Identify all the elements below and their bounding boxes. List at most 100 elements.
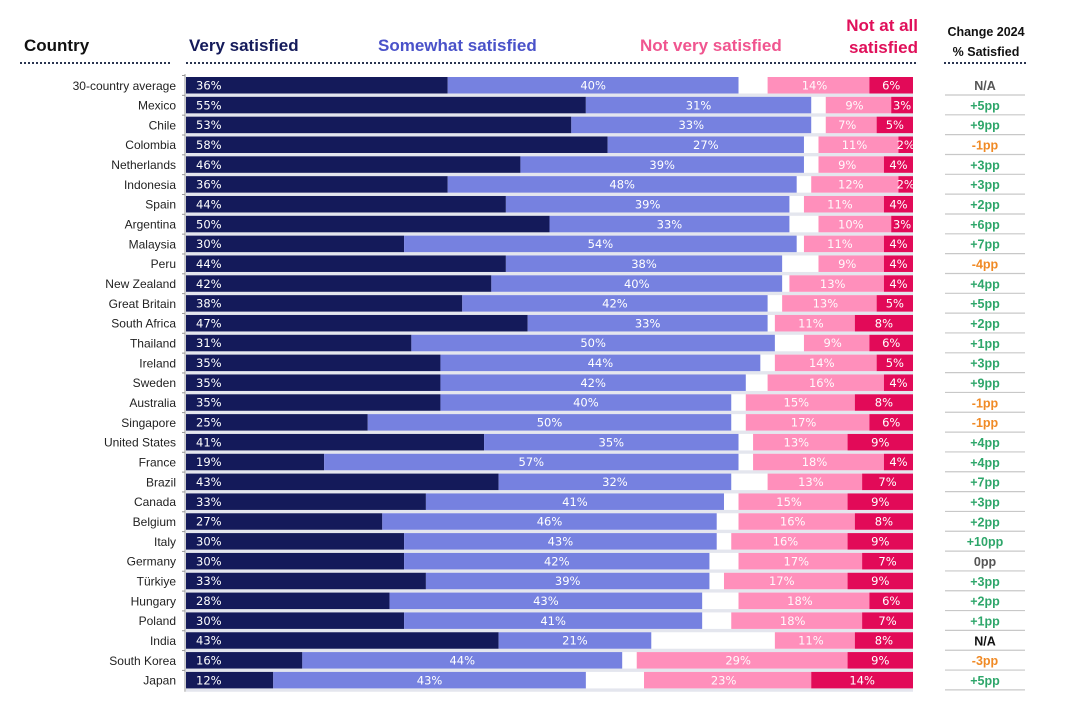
bar-not-at-all-satisfied [862, 473, 913, 491]
change-2024-value: +3pp [970, 158, 1000, 172]
row-separator [186, 113, 913, 117]
bar-not-very-satisfied [731, 533, 848, 550]
data-label-somewhat-satisfied: 38% [631, 257, 657, 271]
data-label-not-at-all-satisfied: 8% [875, 515, 893, 529]
data-label-very-satisfied: 19% [196, 455, 222, 469]
data-label-somewhat-satisfied: 21% [562, 634, 588, 648]
data-label-very-satisfied: 43% [196, 634, 222, 648]
data-label-somewhat-satisfied: 57% [519, 455, 545, 469]
change-2024-value: N/A [974, 634, 996, 648]
data-label-very-satisfied: 30% [196, 237, 222, 251]
row-separator [186, 311, 913, 315]
row-separator [186, 470, 913, 474]
data-label-not-very-satisfied: 11% [827, 237, 853, 251]
bar-very-satisfied [186, 195, 506, 213]
data-label-not-at-all-satisfied: 6% [882, 78, 900, 92]
data-label-not-at-all-satisfied: 6% [882, 416, 900, 430]
bar-not-very-satisfied [753, 453, 884, 471]
change-2024-value: +7pp [970, 476, 1000, 490]
data-label-very-satisfied: 16% [196, 654, 222, 668]
category-label: Thailand [130, 337, 176, 351]
row-separator [186, 410, 913, 415]
category-label: Hungary [131, 594, 176, 608]
bar-very-satisfied [186, 592, 390, 610]
bar-not-at-all-satisfied [869, 414, 913, 431]
bar-very-satisfied [186, 314, 528, 332]
bar-very-satisfied [186, 513, 383, 530]
change-2024-value: +1pp [970, 614, 1000, 628]
bar-not-at-all-satisfied [883, 156, 913, 173]
data-label-very-satisfied: 43% [196, 475, 222, 489]
bar-very-satisfied [186, 275, 492, 292]
category-label: Canada [134, 495, 176, 509]
category-label: Singapore [121, 416, 176, 430]
bar-not-at-all-satisfied [883, 453, 913, 471]
change-2024-value: +4pp [970, 436, 1000, 450]
data-label-very-satisfied: 36% [196, 78, 222, 92]
bar-somewhat-satisfied [324, 453, 739, 471]
bar-somewhat-satisfied [404, 612, 703, 629]
data-label-not-at-all-satisfied: 7% [878, 614, 896, 628]
row-separator [186, 589, 913, 593]
data-label-not-at-all-satisfied: 8% [875, 396, 893, 410]
legend-not-at-all-satisfied: Not at all satisfied [846, 15, 918, 59]
bar-not-at-all-satisfied [862, 552, 913, 570]
bar-very-satisfied [186, 414, 368, 431]
category-label: South Korea [109, 654, 176, 668]
data-label-very-satisfied: 55% [196, 98, 222, 112]
data-label-not-very-satisfied: 10% [838, 217, 864, 231]
category-label: Mexico [138, 99, 176, 113]
data-label-somewhat-satisfied: 42% [580, 376, 606, 390]
bar-very-satisfied [186, 255, 506, 272]
category-label: Chile [149, 118, 177, 132]
data-label-very-satisfied: 33% [196, 495, 222, 509]
data-label-somewhat-satisfied: 50% [580, 336, 606, 350]
bar-very-satisfied [186, 671, 274, 689]
data-label-somewhat-satisfied: 40% [573, 396, 599, 410]
data-label-not-at-all-satisfied: 4% [889, 197, 907, 211]
bar-not-very-satisfied [745, 414, 870, 431]
data-label-very-satisfied: 36% [196, 178, 222, 192]
data-label-not-at-all-satisfied: 9% [871, 535, 889, 549]
category-label: Australia [129, 396, 176, 410]
data-label-somewhat-satisfied: 43% [417, 673, 443, 687]
data-label-very-satisfied: 41% [196, 435, 222, 449]
row-separator [186, 291, 913, 296]
bar-not-at-all-satisfied [891, 96, 913, 114]
data-label-somewhat-satisfied: 33% [657, 217, 683, 231]
data-label-not-very-satisfied: 12% [838, 178, 864, 192]
data-label-not-at-all-satisfied: 4% [889, 455, 907, 469]
data-label-not-very-satisfied: 15% [784, 396, 810, 410]
category-label: Germany [127, 555, 176, 569]
data-label-not-at-all-satisfied: 5% [886, 118, 904, 132]
data-label-not-at-all-satisfied: 4% [889, 376, 907, 390]
category-label: Argentina [125, 218, 177, 232]
bar-very-satisfied [186, 473, 499, 491]
data-label-not-very-satisfied: 17% [769, 574, 795, 588]
row-separator [186, 569, 913, 573]
change-2024-value: N/A [974, 79, 996, 93]
row-separator [186, 93, 913, 97]
bar-very-satisfied [186, 116, 572, 134]
bar-not-very-satisfied [825, 116, 877, 134]
bar-not-at-all-satisfied [854, 513, 913, 530]
change-2024-value: +3pp [970, 357, 1000, 371]
row-separator [186, 252, 913, 256]
category-label: France [139, 456, 177, 470]
change-2024-value: +4pp [970, 277, 1000, 291]
bar-not-at-all-satisfied [869, 334, 913, 352]
bar-not-at-all-satisfied [847, 493, 913, 510]
bar-not-very-satisfied [738, 493, 848, 510]
bar-somewhat-satisfied [404, 552, 710, 570]
bar-not-very-satisfied [767, 473, 863, 491]
bar-very-satisfied [186, 433, 485, 451]
bar-not-very-satisfied [774, 314, 855, 332]
category-label: Ireland [139, 356, 176, 370]
data-label-not-very-satisfied: 18% [802, 455, 828, 469]
bar-not-very-satisfied [636, 652, 848, 669]
country-header-divider [20, 62, 170, 64]
data-label-very-satisfied: 27% [196, 515, 222, 529]
data-label-somewhat-satisfied: 44% [588, 356, 614, 370]
row-separator [186, 133, 913, 137]
